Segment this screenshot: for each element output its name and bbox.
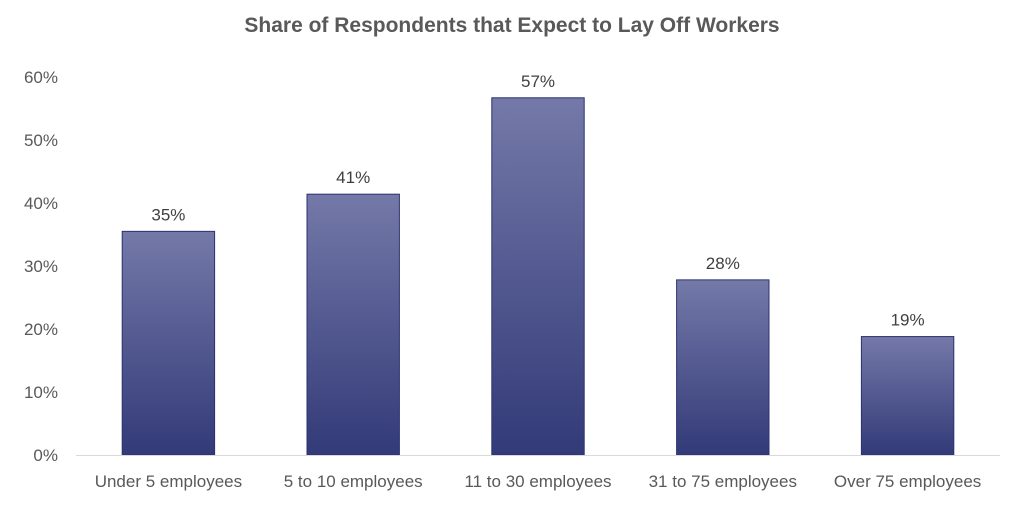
x-axis-ticks: Under 5 employees 5 to 10 employees 11 to … — [95, 472, 982, 491]
x-tick-label: 5 to 10 employees — [284, 472, 423, 491]
y-tick-label: 0% — [33, 446, 58, 465]
x-tick-label: Under 5 employees — [95, 472, 242, 491]
y-tick-label: 60% — [24, 68, 58, 87]
y-tick-label: 20% — [24, 320, 58, 339]
bar — [860, 336, 955, 456]
bar — [306, 193, 400, 456]
bar — [491, 97, 585, 456]
bar — [676, 279, 770, 456]
y-axis-ticks: 0% 10% 20% 30% 40% 50% 60% — [24, 68, 58, 465]
bar-data-label: 19% — [891, 311, 925, 330]
bar-data-label: 57% — [521, 72, 555, 91]
chart-title: Share of Respondents that Expect to Lay … — [244, 14, 780, 37]
bar-data-label: 35% — [151, 205, 185, 224]
x-tick-label: 11 to 30 employees — [464, 472, 611, 491]
y-tick-label: 10% — [24, 383, 58, 402]
bar — [121, 230, 216, 456]
bar-data-label: 28% — [706, 254, 740, 273]
x-tick-label: Over 75 employees — [834, 472, 981, 491]
x-tick-label: 31 to 75 employees — [649, 472, 797, 491]
data-labels-group: 35% 41% 57% 28% 19% — [151, 72, 924, 330]
bar-data-label: 41% — [336, 168, 370, 187]
bars-group — [121, 97, 955, 456]
y-tick-label: 30% — [24, 257, 58, 276]
y-tick-label: 50% — [24, 131, 58, 150]
y-tick-label: 40% — [24, 194, 58, 213]
